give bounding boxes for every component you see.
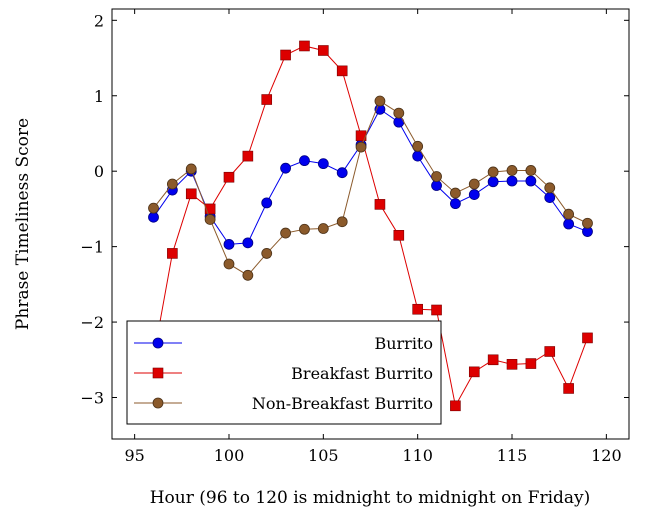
non-breakfast-burrito-point (317, 223, 329, 234)
breakfast-burrito-point (280, 49, 291, 61)
legend-entry-breakfast-burrito: Breakfast Burrito (134, 364, 433, 383)
x-axis-title: Hour (96 to 120 is midnight to midnight … (150, 488, 591, 508)
non-breakfast-burrito-point (374, 95, 386, 107)
x-tick-label: 110 (402, 446, 433, 465)
non-breakfast-burrito-point (563, 208, 575, 220)
breakfast-burrito-point (261, 94, 273, 105)
burrito-point (450, 198, 461, 210)
series-layer (148, 40, 593, 412)
legend-entry-burrito: Burrito (134, 334, 433, 353)
breakfast-burrito-point (299, 40, 310, 52)
breakfast-burrito-point (393, 230, 405, 241)
non-breakfast-burrito-point (185, 163, 197, 175)
breakfast-burrito-point (223, 171, 235, 183)
breakfast-burrito-point (336, 65, 348, 77)
breakfast-burrito-point (167, 248, 178, 259)
non-breakfast-burrito-point (204, 214, 216, 225)
plot-frame (111, 8, 630, 440)
burrito-point (317, 158, 329, 170)
burrito-point (544, 192, 556, 203)
breakfast-burrito-point (563, 383, 574, 394)
legend-entry-non-breakfast-burrito: Non-Breakfast Burrito (134, 394, 433, 413)
breakfast-burrito-point (185, 188, 197, 200)
legend-marker-non-breakfast-burrito (152, 397, 164, 409)
x-tick-label: 100 (214, 446, 245, 465)
breakfast-burrito-point (525, 358, 537, 369)
burrito-point (487, 176, 499, 188)
burrito-point (563, 218, 575, 230)
breakfast-burrito-point (242, 150, 254, 162)
burrito-point (506, 175, 518, 187)
y-tick-label: 2 (94, 11, 104, 30)
y-tick-label: −3 (80, 389, 104, 408)
y-tick-label: 1 (94, 87, 104, 106)
legend-label-burrito: Burrito (374, 334, 433, 353)
breakfast-burrito-point (204, 203, 216, 215)
breakfast-burrito-point (487, 354, 499, 366)
y-tick-label: 0 (94, 162, 104, 181)
x-tick-label: 95 (124, 446, 144, 465)
breakfast-burrito-point (468, 366, 480, 378)
y-tick-label: −2 (80, 313, 104, 332)
breakfast-burrito-point (318, 45, 329, 56)
legend: Burrito Breakfast Burrito Non-Breakfast Bu… (126, 320, 442, 425)
non-breakfast-burrito-point (166, 178, 178, 190)
series-non-breakfast-burrito (148, 95, 593, 281)
legend-marker-burrito (152, 337, 164, 349)
non-breakfast-burrito-point (431, 171, 442, 182)
burrito-point (242, 237, 254, 249)
x-tick-label: 105 (308, 446, 339, 465)
non-breakfast-burrito-point (223, 258, 235, 270)
non-breakfast-burrito-point (506, 165, 518, 176)
burrito-point (148, 211, 159, 223)
burrito-point (336, 167, 348, 179)
non-breakfast-burrito-point (525, 165, 537, 176)
burrito-point (223, 238, 235, 250)
non-breakfast-burrito-point (412, 140, 424, 152)
breakfast-burrito-point (450, 400, 461, 412)
non-breakfast-burrito-point (355, 141, 367, 153)
burrito-point (431, 180, 442, 191)
y-tick-label: −1 (80, 238, 104, 257)
non-breakfast-burrito-point (299, 223, 310, 235)
burrito-point (525, 175, 537, 187)
breakfast-burrito-point (544, 346, 556, 357)
series-burrito (148, 103, 593, 250)
non-breakfast-burrito-point (393, 107, 405, 119)
legend-label-non-breakfast-burrito: Non-Breakfast Burrito (252, 394, 433, 413)
breakfast-burrito-point (374, 199, 386, 210)
non-breakfast-burrito-point (450, 187, 461, 199)
non-breakfast-burrito-point (582, 217, 593, 229)
series-breakfast-burrito (148, 40, 593, 412)
breakfast-burrito-point (582, 332, 593, 344)
legend-marker-breakfast-burrito (152, 367, 164, 379)
non-breakfast-burrito-point (242, 269, 254, 281)
breakfast-burrito-point (506, 359, 518, 370)
breakfast-burrito-point (412, 303, 423, 315)
non-breakfast-burrito-point (148, 202, 159, 214)
non-breakfast-burrito-point (487, 166, 499, 178)
legend-label-breakfast-burrito: Breakfast Burrito (291, 364, 433, 383)
breakfast-burrito-point (431, 304, 442, 316)
non-breakfast-burrito-point (468, 178, 480, 190)
non-breakfast-burrito-point (261, 248, 273, 259)
axis-ticks: 95 100 105 110 115 120 −3 −2 −1 0 1 2 (80, 9, 629, 465)
non-breakfast-burrito-point (544, 182, 556, 194)
non-breakfast-burrito-point (336, 216, 348, 228)
burrito-point (261, 197, 273, 209)
burrito-point (280, 162, 291, 174)
burrito-line (153, 108, 588, 245)
burrito-point (299, 155, 310, 167)
y-axis-title: Phrase Timeliness Score (13, 118, 33, 330)
x-tick-label: 120 (591, 446, 622, 465)
non-breakfast-burrito-point (280, 227, 291, 239)
burrito-point (468, 189, 480, 200)
x-tick-label: 115 (497, 446, 528, 465)
